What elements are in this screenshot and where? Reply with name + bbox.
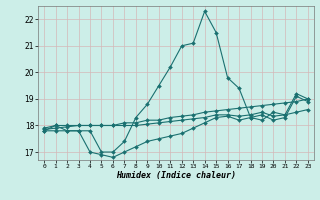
X-axis label: Humidex (Indice chaleur): Humidex (Indice chaleur) xyxy=(116,171,236,180)
